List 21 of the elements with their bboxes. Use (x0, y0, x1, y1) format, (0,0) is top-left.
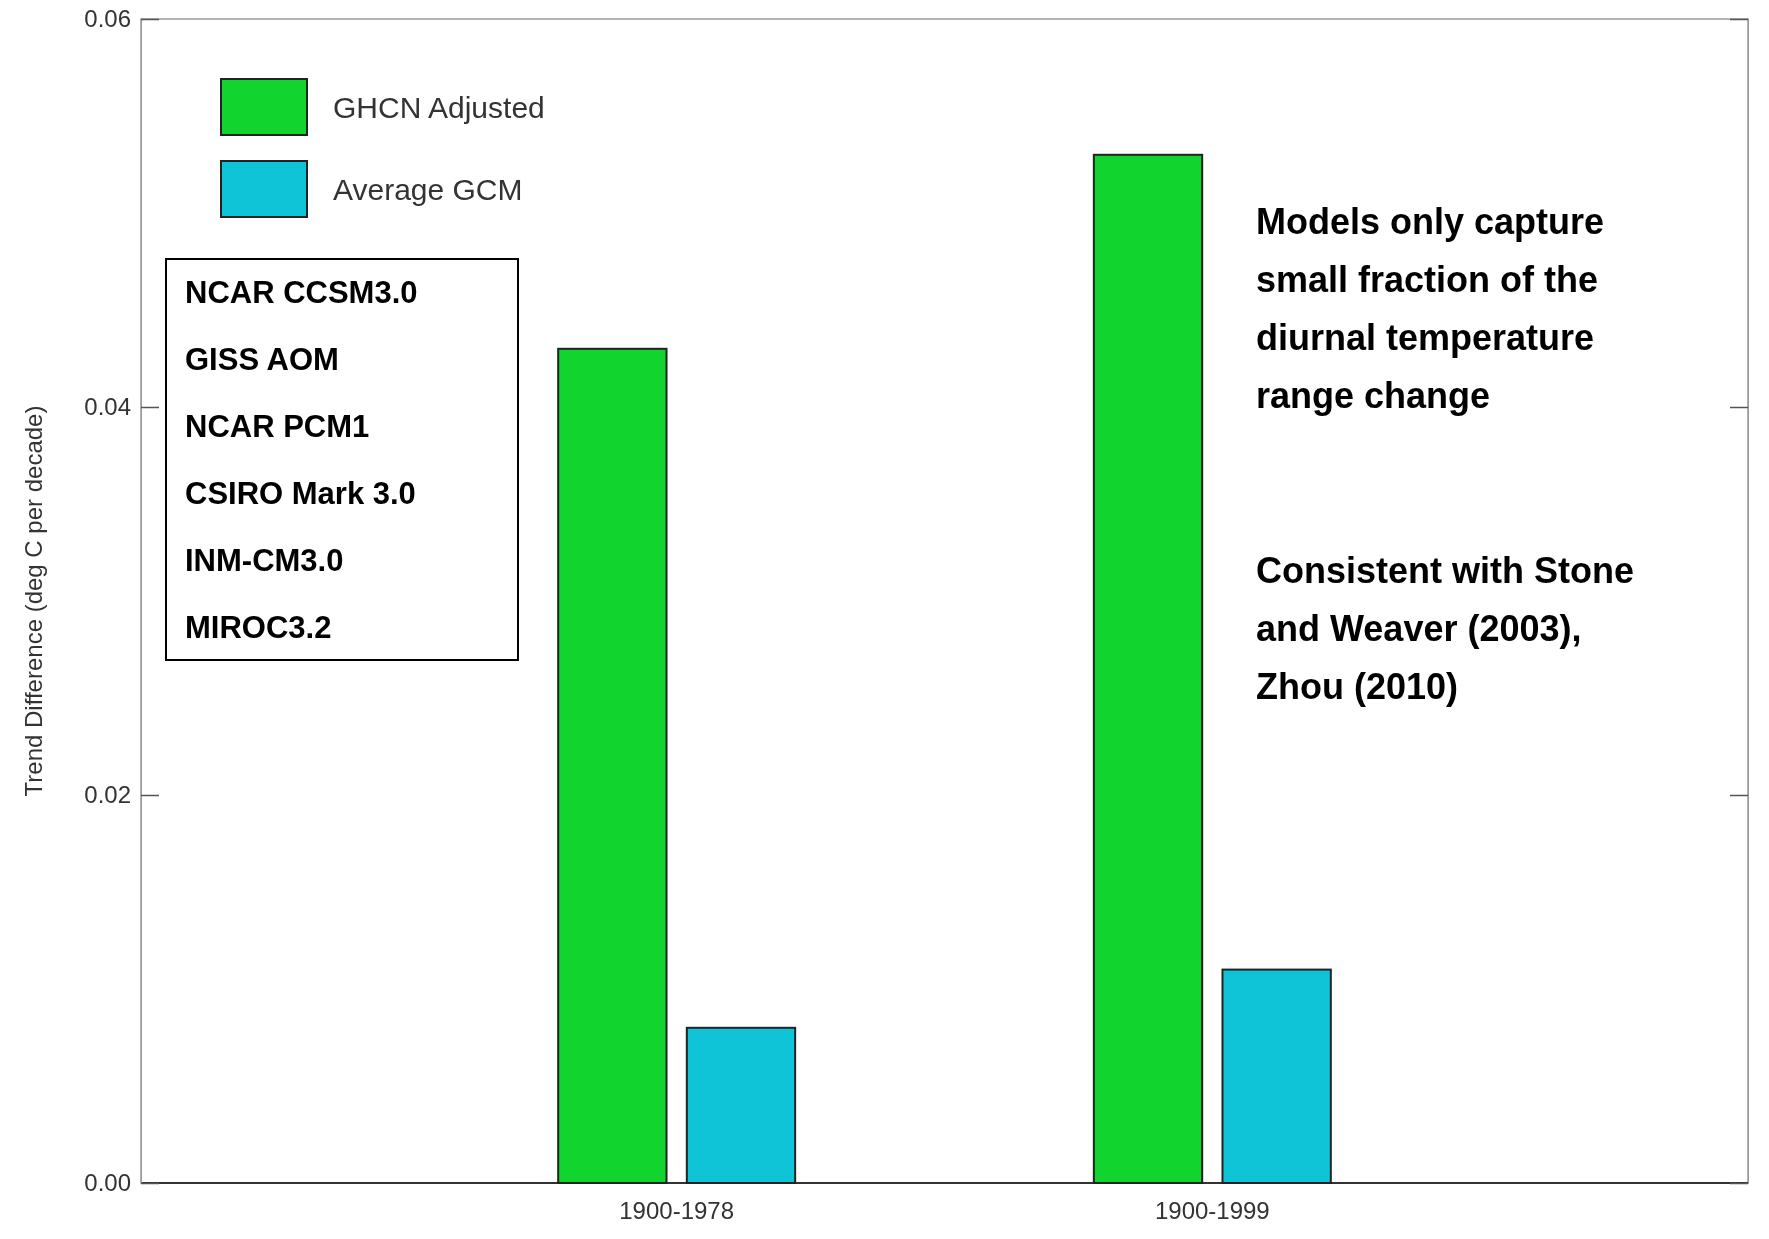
y-tick-label: 0.00 (84, 1169, 131, 1197)
annotation: GISS AOM (185, 342, 339, 377)
x-tick-label: 1900-1999 (1154, 1197, 1270, 1224)
annotation: Models only capture small fraction of the diurnal temperature range change (1256, 201, 1605, 416)
annotation: Consistent with Stone and Weaver (2003), Zhou (2010) (1256, 550, 1634, 707)
annotation: INM-CM3.0 (185, 543, 344, 578)
annotation: NCAR CCSM3.0 (185, 275, 418, 310)
y-tick-label: 0.02 (84, 781, 131, 809)
y-axis-title: Trend Difference (deg C per decade) (20, 405, 47, 797)
x-tick-label: 1900-1978 (619, 1197, 735, 1224)
legend-label: GHCN Adjusted (333, 90, 545, 124)
annotation: CSIRO Mark 3.0 (185, 476, 416, 511)
bar (557, 347, 668, 1184)
legend-label: Average GCM (333, 172, 523, 206)
y-tick-label: 0.04 (84, 393, 131, 421)
bar (1221, 968, 1332, 1184)
bar (685, 1026, 797, 1184)
y-tick-label: 0.06 (84, 5, 131, 33)
annotation: MIROC3.2 (185, 610, 332, 645)
annotation: NCAR PCM1 (185, 409, 370, 444)
bar (1092, 153, 1204, 1184)
